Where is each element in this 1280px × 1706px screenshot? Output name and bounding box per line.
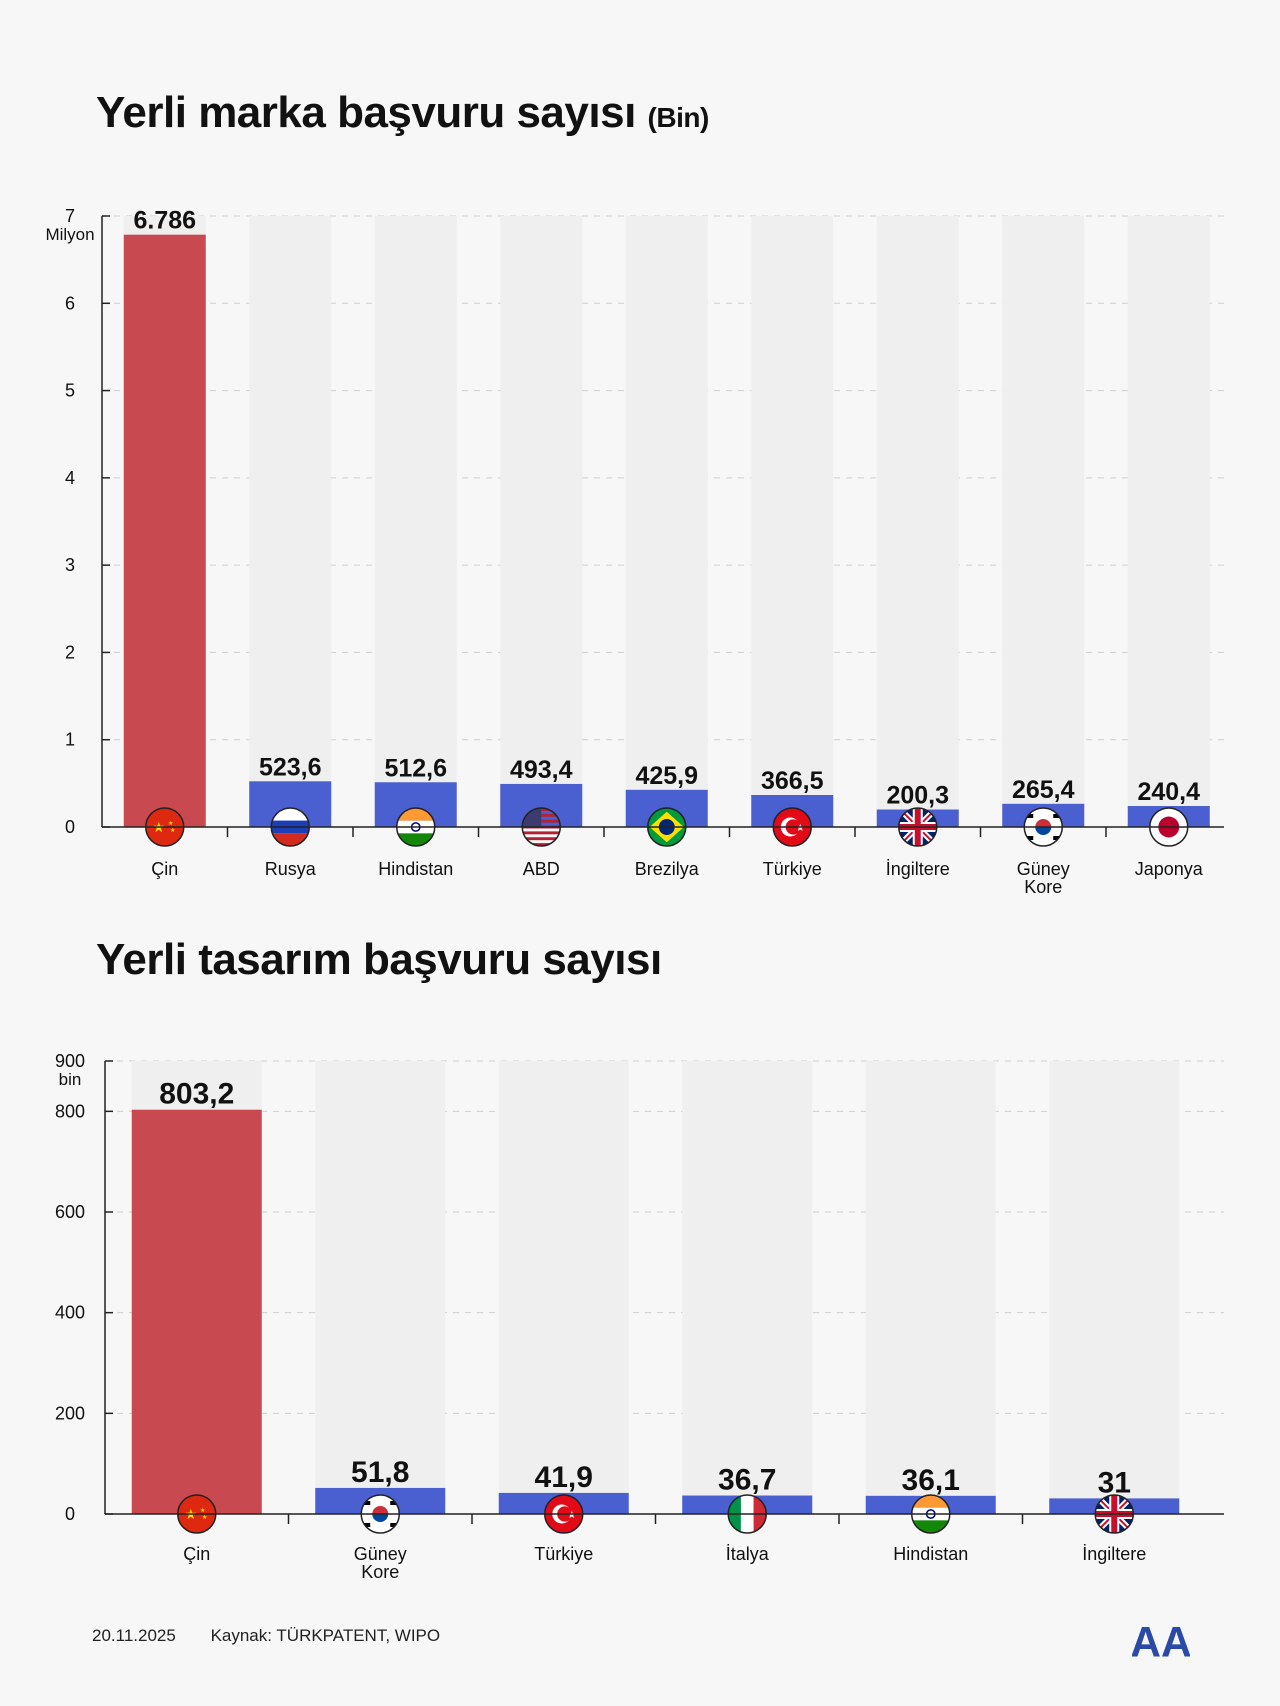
category-label: Güney Kore: [1017, 859, 1070, 897]
category-label: Hindistan: [378, 859, 453, 879]
data-label: 512,6: [384, 754, 447, 782]
data-label: 200,3: [886, 782, 949, 810]
y-tick-label: 800: [55, 1101, 85, 1121]
y-tick-label: 900: [55, 1051, 85, 1071]
category-label: Brezilya: [635, 859, 700, 879]
y-tick-label: 5: [65, 381, 75, 401]
y-tick-label: 600: [55, 1202, 85, 1222]
bar-track: [249, 216, 332, 827]
svg-text:★: ★: [202, 1514, 207, 1521]
y-tick-label: 200: [55, 1403, 85, 1423]
category-label: ABD: [523, 859, 560, 879]
data-label: 265,4: [1012, 776, 1075, 804]
bar-track: [500, 216, 583, 827]
category-label: İngiltere: [1082, 1544, 1146, 1564]
logo-text: AA: [1132, 1618, 1190, 1666]
category-label: Çin: [151, 859, 178, 879]
bar-track: [625, 216, 708, 827]
footer-source: Kaynak: TÜRKPATENT, WIPO: [210, 1626, 441, 1645]
bar-track: [751, 216, 834, 827]
bar-track: [876, 216, 959, 827]
y-tick-label: 4: [65, 468, 75, 488]
y-unit-label: bin: [59, 1070, 82, 1089]
svg-text:★: ★: [200, 1507, 205, 1514]
svg-text:★: ★: [796, 823, 805, 834]
bar-track: [1049, 1061, 1180, 1514]
chart2-title: Yerli tasarım başvuru sayısı: [96, 935, 662, 984]
category-label: Türkiye: [534, 1544, 593, 1564]
data-label: 493,4: [510, 756, 573, 784]
y-unit-label: Milyon: [45, 225, 94, 244]
bar-track: [682, 1061, 813, 1514]
bar: [123, 234, 206, 827]
data-label: 36,7: [718, 1464, 776, 1497]
y-tick-label: 2: [65, 642, 75, 662]
category-label: Türkiye: [763, 859, 822, 879]
svg-text:★: ★: [168, 820, 173, 827]
bar: [131, 1109, 262, 1514]
data-label: 41,9: [535, 1461, 593, 1494]
data-label: 51,8: [351, 1456, 409, 1489]
footer-date: 20.11.2025: [92, 1626, 176, 1645]
data-label: 36,1: [902, 1464, 960, 1497]
chart1-title-unit: (Bin): [647, 102, 710, 133]
category-label: İtalya: [726, 1544, 770, 1564]
category-label: Hindistan: [893, 1544, 968, 1564]
category-label: Rusya: [265, 859, 317, 879]
bar-track: [374, 216, 457, 827]
y-tick-label: 3: [65, 555, 75, 575]
data-label: 803,2: [159, 1078, 234, 1111]
category-label: İngiltere: [886, 859, 950, 879]
y-tick-label: 1: [65, 730, 75, 750]
y-tick-label: 0: [65, 817, 75, 837]
bar-track: [865, 1061, 996, 1514]
category-label: Çin: [183, 1544, 210, 1564]
data-label: 425,9: [635, 762, 698, 790]
chart1-title: Yerli marka başvuru sayısı (Bin): [96, 88, 710, 137]
bar-track: [1127, 216, 1210, 827]
svg-text:★: ★: [567, 1510, 576, 1521]
category-label: Japonya: [1135, 859, 1204, 879]
y-tick-label: 7: [65, 206, 75, 226]
y-tick-label: 400: [55, 1303, 85, 1323]
category-label: Güney Kore: [354, 1544, 407, 1582]
y-tick-label: 0: [65, 1504, 75, 1524]
footer: 20.11.2025 Kaynak: TÜRKPATENT, WIPO: [92, 1626, 470, 1646]
data-label: 366,5: [761, 767, 824, 795]
bar-track: [1002, 216, 1085, 827]
data-label: 240,4: [1137, 778, 1200, 806]
aa-logo-icon: AA: [1132, 1618, 1190, 1666]
data-label: 6.786: [133, 207, 196, 235]
svg-text:★: ★: [170, 827, 175, 834]
data-label: 523,6: [259, 753, 322, 781]
data-label: 31: [1098, 1466, 1131, 1499]
bar-track: [315, 1061, 446, 1514]
trademark-chart: 6.786★ ★★Çin523,6Rusya512,6Hindistan493,4…: [45, 206, 1224, 897]
y-tick-label: 6: [65, 293, 75, 313]
bar-track: [498, 1061, 629, 1514]
